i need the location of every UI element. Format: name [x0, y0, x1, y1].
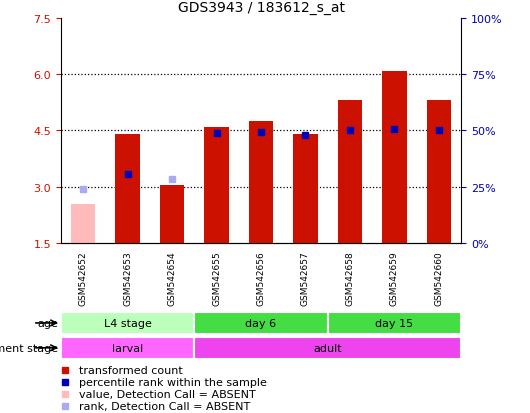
- Text: GSM542658: GSM542658: [346, 251, 355, 306]
- Text: GSM542659: GSM542659: [390, 251, 399, 306]
- Text: adult: adult: [313, 343, 342, 353]
- Bar: [249, 122, 273, 244]
- Bar: [293, 135, 317, 244]
- Text: age: age: [38, 318, 58, 328]
- Bar: [427, 101, 451, 244]
- Bar: [195, 312, 328, 334]
- Text: L4 stage: L4 stage: [104, 318, 152, 328]
- Title: GDS3943 / 183612_s_at: GDS3943 / 183612_s_at: [178, 1, 344, 15]
- Text: GSM542654: GSM542654: [167, 251, 176, 305]
- Bar: [61, 312, 195, 334]
- Text: GSM542653: GSM542653: [123, 251, 132, 306]
- Bar: [61, 337, 195, 359]
- Text: value, Detection Call = ABSENT: value, Detection Call = ABSENT: [79, 389, 255, 399]
- Bar: [205, 127, 229, 244]
- Bar: [160, 185, 184, 244]
- Text: day 6: day 6: [245, 318, 277, 328]
- Bar: [71, 204, 95, 244]
- Bar: [382, 72, 407, 244]
- Bar: [195, 337, 461, 359]
- Bar: [116, 135, 140, 244]
- Text: GSM542657: GSM542657: [301, 251, 310, 306]
- Text: rank, Detection Call = ABSENT: rank, Detection Call = ABSENT: [79, 401, 250, 411]
- Bar: [328, 312, 461, 334]
- Text: percentile rank within the sample: percentile rank within the sample: [79, 377, 267, 387]
- Text: GSM542660: GSM542660: [435, 251, 444, 306]
- Text: GSM542656: GSM542656: [257, 251, 266, 306]
- Text: transformed count: transformed count: [79, 365, 183, 375]
- Text: day 15: day 15: [375, 318, 413, 328]
- Text: larval: larval: [112, 343, 143, 353]
- Bar: [338, 101, 362, 244]
- Text: GSM542655: GSM542655: [212, 251, 221, 306]
- Text: GSM542652: GSM542652: [78, 251, 87, 305]
- Text: development stage: development stage: [0, 343, 58, 353]
